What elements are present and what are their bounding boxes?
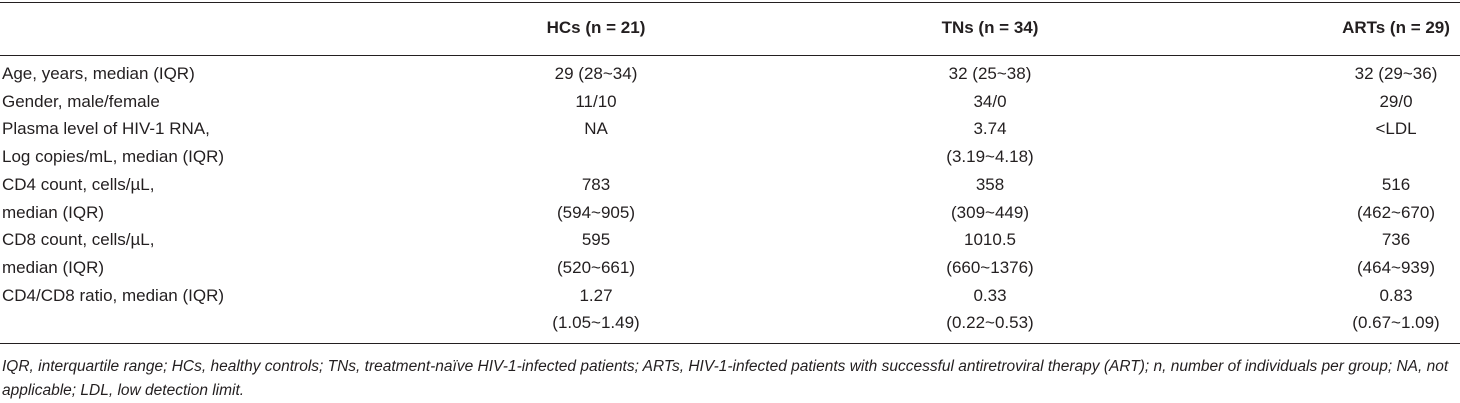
cell-value: (520~661) <box>557 257 635 277</box>
row-label: Plasma level of HIV-1 RNA, <box>2 119 210 139</box>
cell-value: (1.05~1.49) <box>552 313 640 333</box>
row-label: Age, years, median (IQR) <box>2 64 195 83</box>
cell-value: <LDL <box>1375 119 1417 139</box>
row-label: median (IQR) <box>2 202 105 222</box>
cell-value: 595 <box>581 230 611 250</box>
cell-value: (464~939) <box>1357 257 1435 277</box>
cell-value: (594~905) <box>557 202 635 222</box>
row-label: CD8 count, cells/µL, <box>2 230 155 250</box>
cell-value: 783 <box>581 174 611 194</box>
footnote: IQR, interquartile range; HCs, healthy c… <box>2 358 1449 399</box>
column-header: HCs (n = 21) <box>546 18 646 37</box>
cell-value: 358 <box>975 174 1005 194</box>
top-rule <box>0 2 1460 3</box>
row-label: median (IQR) <box>2 257 105 277</box>
cell-value: (3.19~4.18) <box>946 147 1034 167</box>
cell-value: 11/10 <box>575 91 617 111</box>
cell-value: 34/0 <box>973 91 1007 111</box>
row-label: Log copies/mL, median (IQR) <box>2 147 225 167</box>
cell-value: 0.83 <box>1379 285 1413 305</box>
row-label: CD4/CD8 ratio, median (IQR) <box>2 285 225 305</box>
bottom-rule <box>0 343 1460 344</box>
cell-value: (660~1376) <box>946 257 1034 277</box>
cell-value: 1010.5 <box>964 230 1016 250</box>
cell-value: 516 <box>1381 174 1411 194</box>
cell-value: 0.33 <box>973 285 1007 305</box>
row-label: Gender, male/female <box>2 91 160 111</box>
column-header: TNs (n = 34) <box>941 18 1039 37</box>
cell-value: 736 <box>1381 230 1411 250</box>
cell-value: 32 (25~38) <box>948 64 1032 83</box>
column-header: ARTs (n = 29) <box>1342 18 1450 37</box>
cell-value: 29/0 <box>1379 91 1413 111</box>
cell-value: (309~449) <box>951 202 1029 222</box>
cell-value: 32 (29~36) <box>1354 64 1438 83</box>
cell-value: (0.22~0.53) <box>946 313 1034 333</box>
cell-value: 3.74 <box>973 119 1007 139</box>
cell-value: 29 (28~34) <box>554 64 638 83</box>
cell-value: (0.67~1.09) <box>1352 313 1440 333</box>
cell-value: 1.27 <box>579 285 613 305</box>
cell-value: (462~670) <box>1357 202 1435 222</box>
header-rule <box>0 55 1460 56</box>
row-label: CD4 count, cells/µL, <box>2 174 155 194</box>
cell-value: NA <box>584 119 608 139</box>
